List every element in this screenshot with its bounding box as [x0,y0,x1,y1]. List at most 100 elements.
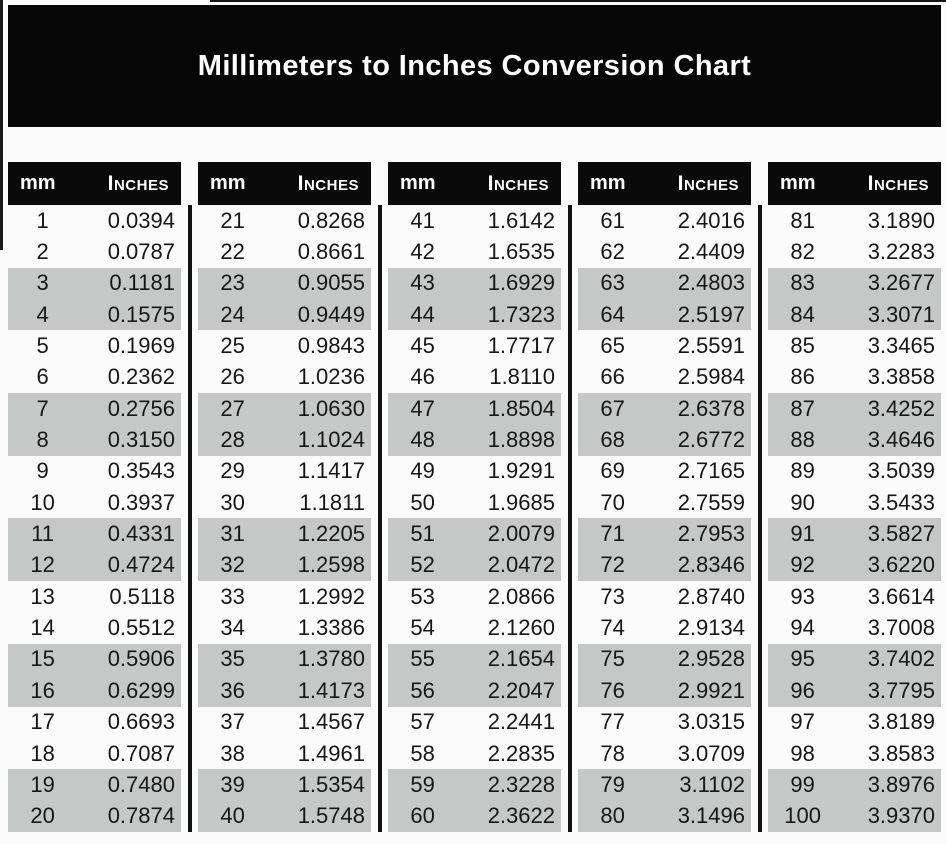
table-row: 77 3.0315 [578,707,751,738]
inches-value: 1.1417 [297,458,365,484]
mm-value: 43 [410,270,435,296]
mm-value: 41 [410,207,435,233]
mm-value: 81 [790,207,815,233]
inches-value: 0.7874 [107,803,175,829]
mm-value: 16 [30,677,55,703]
table-group: mm Inches 21 0.8268 22 0.8661 23 0.9055 24 0.9449… [198,162,382,832]
inches-value: 3.7402 [867,646,935,672]
inches-value: 2.5591 [677,333,745,359]
inches-value: 0.5118 [109,583,175,609]
inches-column-header: Inches [487,171,549,195]
inches-value: 2.0472 [487,552,555,578]
mm-value: 32 [220,552,245,578]
table-row: 93 3.6614 [768,581,941,612]
mm-value: 40 [220,803,245,829]
inches-value: 2.3228 [487,771,555,797]
inches-value: 0.4331 [107,521,175,547]
table-row: 97 3.8189 [768,707,941,738]
inches-value: 1.6535 [487,239,555,265]
inches-value: 3.4252 [867,395,935,421]
mm-value: 14 [30,615,55,641]
mm-value: 67 [600,395,625,421]
table-row: 35 1.3780 [198,643,371,676]
inches-value: 2.8346 [677,552,745,578]
table-row: 3 0.1181 [8,267,181,300]
table-row: 5 0.1969 [8,330,181,361]
table-row: 95 3.7402 [768,643,941,676]
table-row: 10 0.3937 [8,487,181,518]
mm-value: 90 [790,489,815,515]
table-row: 39 1.5354 [198,769,371,801]
inches-value: 0.2756 [107,395,175,421]
inches-value: 0.2362 [107,364,175,390]
table-row: 33 1.2992 [198,581,371,612]
mm-value: 8 [36,427,49,453]
mm-value: 54 [410,615,435,641]
inches-value: 2.7953 [677,521,745,547]
table-row: 13 0.5118 [8,581,181,612]
inches-value: 3.3071 [867,301,935,327]
inches-value: 0.3543 [107,458,175,484]
mm-value: 78 [600,740,625,766]
mm-value: 21 [220,207,245,233]
table-row: 18 0.7087 [8,738,181,769]
inches-value: 2.0866 [487,583,555,609]
table-row: 91 3.5827 [768,518,941,550]
table-row: 92 3.6220 [768,549,941,582]
mm-value: 91 [790,521,815,547]
mm-value: 24 [220,301,245,327]
mm-value: 66 [600,364,625,390]
table-group: mm Inches 41 1.6142 42 1.6535 43 1.6929 44 1.7323… [388,162,572,832]
table-row: 82 3.2283 [768,236,941,267]
mm-value: 38 [220,740,245,766]
inches-value: 0.1969 [107,333,175,359]
inches-value: 3.6614 [867,583,935,609]
inches-value: 1.3386 [297,615,365,641]
inches-value: 0.8661 [297,239,365,265]
mm-value: 68 [600,427,625,453]
table-row: 7 0.2756 [8,393,181,425]
inches-value: 1.4961 [297,740,365,766]
inches-value: 3.6220 [867,552,935,578]
table-row: 64 2.5197 [578,299,751,331]
mm-value: 61 [600,207,625,233]
inches-value: 3.0709 [677,740,745,766]
inches-value: 1.5354 [297,771,365,797]
inches-value: 0.8268 [297,207,365,233]
mm-value: 10 [30,489,55,515]
inches-value: 0.9843 [297,333,365,359]
table-row: 1 0.0394 [8,205,181,236]
mm-value: 76 [600,677,625,703]
inches-value: 0.9055 [297,270,365,296]
inches-value: 3.8583 [867,740,935,766]
mm-value: 56 [410,677,435,703]
mm-value: 36 [220,677,245,703]
inches-value: 0.3150 [107,427,175,453]
page-title: Millimeters to Inches Conversion Chart [197,49,752,82]
table-row: 79 3.1102 [578,769,751,801]
inches-value: 1.0630 [297,395,365,421]
table-row: 78 3.0709 [578,738,751,769]
inches-value: 3.9370 [867,803,935,829]
table-row: 17 0.6693 [8,707,181,738]
inches-value: 3.1496 [677,803,745,829]
table-row: 37 1.4567 [198,707,371,738]
mm-value: 57 [410,709,435,735]
inches-value: 3.7795 [867,677,935,703]
mm-value: 6 [36,364,49,390]
table-row: 38 1.4961 [198,738,371,769]
mm-value: 71 [600,521,625,547]
inches-value: 1.0236 [297,364,365,390]
mm-value: 42 [410,239,435,265]
inches-value: 1.6929 [487,270,555,296]
inches-value: 3.1102 [679,771,745,797]
mm-value: 96 [790,677,815,703]
inches-value: 3.5433 [867,489,935,515]
inches-value: 1.6142 [487,207,555,233]
mm-value: 53 [410,583,435,609]
mm-value: 85 [790,333,815,359]
table-row: 48 1.8898 [388,424,561,456]
inches-value: 1.8504 [487,395,555,421]
inches-value: 1.4173 [297,677,365,703]
mm-value: 93 [790,583,815,609]
